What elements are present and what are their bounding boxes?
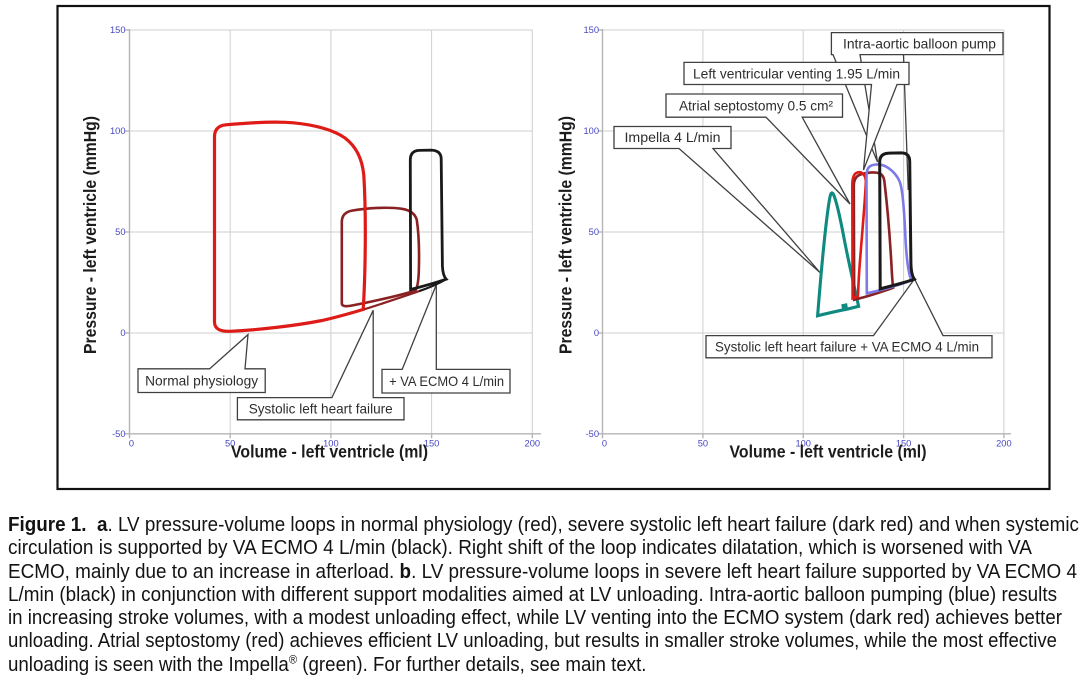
svg-text:100: 100 (795, 439, 811, 449)
svg-text:Volume - left ventricle (ml): Volume - left ventricle (ml) (231, 442, 428, 462)
svg-text:200: 200 (996, 439, 1012, 449)
svg-text:Systolic left heart failure: Systolic left heart failure (249, 402, 393, 417)
svg-text:Left ventricular venting 1.95: Left ventricular venting 1.95 L/min (693, 67, 900, 82)
svg-text:0: 0 (594, 328, 599, 338)
svg-text:0: 0 (120, 328, 125, 338)
svg-text:Volume - left ventricle (ml): Volume - left ventricle (ml) (730, 442, 927, 462)
svg-text:Impella 4 L/min: Impella 4 L/min (625, 130, 721, 145)
svg-text:50: 50 (115, 227, 125, 237)
svg-text:0: 0 (129, 439, 134, 449)
svg-text:Intra-aortic balloon pump: Intra-aortic balloon pump (843, 37, 996, 52)
svg-text:100: 100 (110, 126, 126, 136)
svg-text:150: 150 (110, 25, 126, 35)
svg-text:50: 50 (589, 227, 599, 237)
svg-text:150: 150 (583, 25, 599, 35)
svg-text:+ VA ECMO 4 L/min: + VA ECMO 4 L/min (389, 374, 504, 389)
svg-text:Atrial septostomy 0.5 cm²: Atrial septostomy 0.5 cm² (679, 99, 833, 114)
svg-text:150: 150 (424, 439, 440, 449)
svg-text:50: 50 (698, 439, 708, 449)
svg-text:-50: -50 (586, 429, 599, 439)
svg-text:Normal physiology: Normal physiology (145, 374, 258, 389)
svg-text:-50: -50 (112, 429, 125, 439)
svg-text:100: 100 (583, 126, 599, 136)
svg-text:Pressure - left ventricle (mmH: Pressure - left ventricle (mmHg) (80, 116, 100, 354)
svg-text:100: 100 (323, 439, 339, 449)
svg-text:Pressure - left ventricle (mmH: Pressure - left ventricle (mmHg) (556, 116, 576, 354)
svg-text:200: 200 (525, 439, 541, 449)
svg-text:150: 150 (896, 439, 912, 449)
svg-text:50: 50 (225, 439, 235, 449)
svg-text:0: 0 (602, 439, 607, 449)
svg-text:Systolic left heart failure +: Systolic left heart failure + VA ECMO 4 … (715, 340, 979, 355)
